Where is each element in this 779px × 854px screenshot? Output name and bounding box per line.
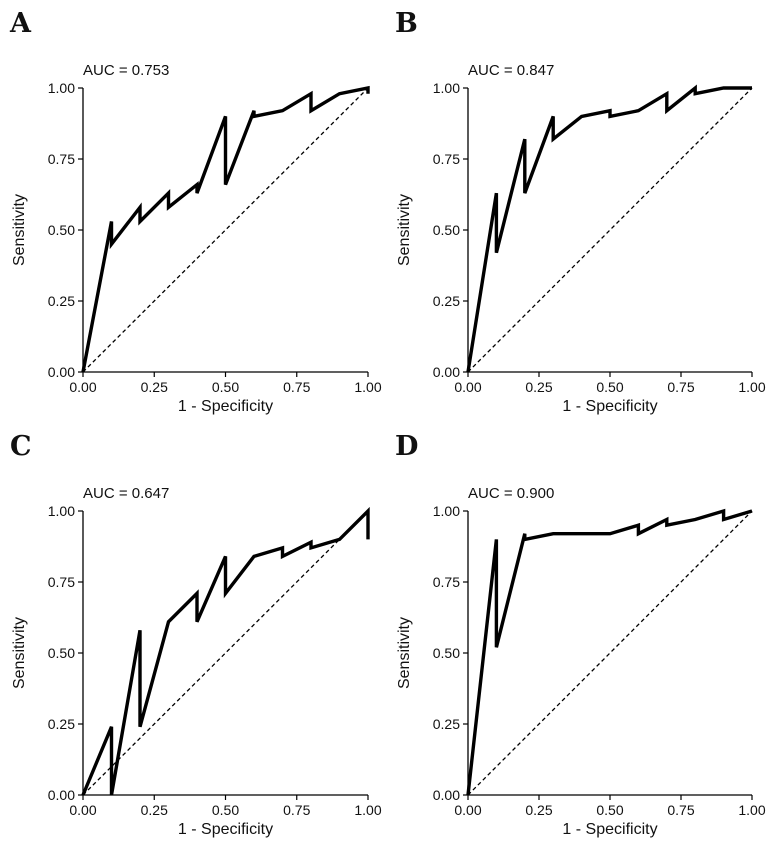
x-axis-title: 1 - Specificity [562,821,657,838]
x-tick-label: 1.00 [354,802,381,818]
roc-panel-c: C AUC = 0.647 0.00 0.25 0.50 0.75 1.00 0.00 0.25… [10,431,382,838]
x-tick-label: 0.50 [212,802,239,818]
auc-annotation: AUC = 0.847 [468,62,554,79]
x-tick-label: 1.00 [738,379,765,395]
panel-letter: D [395,431,418,462]
y-tick-label: 0.75 [48,151,75,167]
x-tick-label: 0.50 [596,379,623,395]
x-tick-label: 1.00 [354,379,381,395]
x-tick-label: 0.25 [141,379,168,395]
y-tick-label: 0.75 [48,574,75,590]
y-tick-label: 0.25 [48,293,75,309]
reference-diagonal [467,87,753,373]
y-tick-label: 0.50 [433,645,460,661]
panel-letter: A [9,8,32,39]
x-tick-label: 0.50 [212,379,239,395]
x-tick-label: 0.00 [69,379,96,395]
y-tick-label: 1.00 [433,503,460,519]
panel-letter: B [395,8,418,39]
x-tick-label: 0.25 [141,802,168,818]
x-tick-label: 0.25 [525,802,552,818]
y-tick-label: 1.00 [48,503,75,519]
y-tick-label: 0.50 [48,645,75,661]
roc-panel-d: D AUC = 0.900 0.00 0.25 0.50 0.75 1.00 0.00 0.25… [395,431,766,838]
x-tick-label: 0.50 [596,802,623,818]
y-tick-label: 1.00 [433,80,460,96]
y-tick-label: 0.50 [433,222,460,238]
x-tick-label: 0.75 [283,379,310,395]
x-tick-label: 0.00 [454,802,481,818]
reference-diagonal [82,510,369,796]
y-tick-label: 0.25 [48,716,75,732]
x-axis-title: 1 - Specificity [178,398,273,415]
roc-panel-a: A AUC = 0.753 0.00 0.25 0.50 0.75 1.00 0.00 0.25… [9,8,382,415]
x-tick-label: 0.75 [667,379,694,395]
roc-curve [81,506,370,796]
y-tick-label: 1.00 [48,80,75,96]
y-tick-label: 0.00 [48,787,75,803]
y-axis-title: Sensitivity [396,194,413,266]
y-axis-title: Sensitivity [11,617,28,689]
panel-letter: C [10,431,32,462]
roc-curve [81,85,370,373]
y-tick-label: 0.25 [433,716,460,732]
y-tick-label: 0.75 [433,151,460,167]
y-tick-label: 0.50 [48,222,75,238]
y-tick-label: 0.75 [433,574,460,590]
x-tick-label: 1.00 [738,802,765,818]
x-tick-label: 0.25 [525,379,552,395]
y-axis-title: Sensitivity [396,617,413,689]
auc-annotation: AUC = 0.647 [83,485,169,502]
y-tick-label: 0.00 [433,364,460,380]
x-tick-label: 0.00 [69,802,96,818]
y-axis-title: Sensitivity [11,194,28,266]
y-tick-label: 0.00 [48,364,75,380]
roc-curve [466,84,752,373]
auc-annotation: AUC = 0.753 [83,62,169,79]
x-tick-label: 0.00 [454,379,481,395]
auc-annotation: AUC = 0.900 [468,485,554,502]
x-axis-title: 1 - Specificity [178,821,273,838]
y-tick-label: 0.00 [433,787,460,803]
reference-diagonal [467,510,753,796]
x-tick-label: 0.75 [283,802,310,818]
x-axis-title: 1 - Specificity [562,398,657,415]
roc-panel-b: B AUC = 0.847 0.00 0.25 0.50 0.75 1.00 0.00 0.25… [395,8,766,415]
roc-curve [466,508,753,796]
x-tick-label: 0.75 [667,802,694,818]
y-tick-label: 0.25 [433,293,460,309]
